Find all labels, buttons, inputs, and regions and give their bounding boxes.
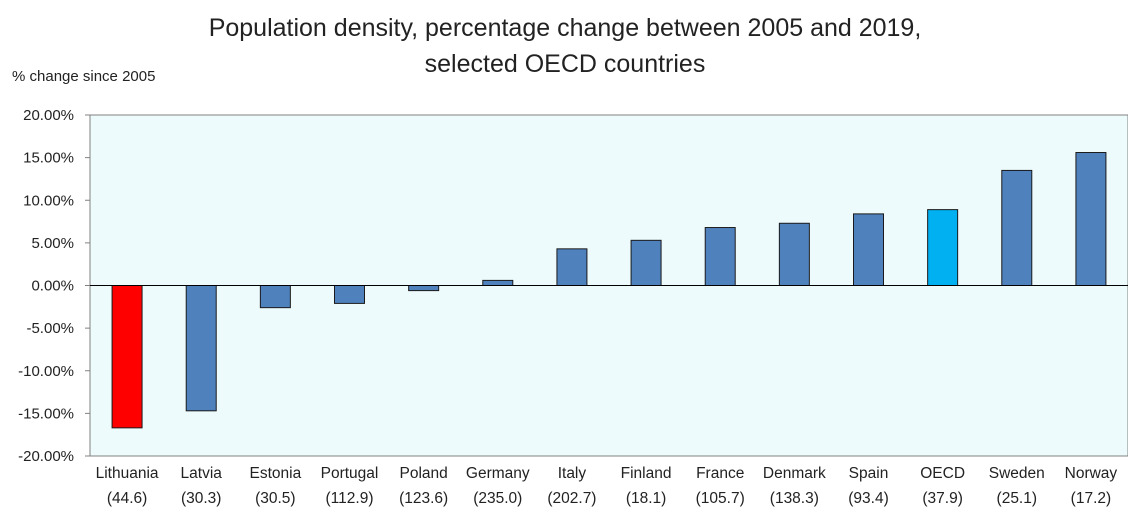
bar-france (704, 227, 736, 286)
bar-poland (408, 285, 440, 292)
x-category-label: France (696, 465, 744, 482)
y-tick-label: -10.00% (18, 363, 74, 380)
x-category-sublabel: (112.9) (326, 490, 374, 507)
x-category-label: Italy (558, 465, 587, 482)
x-category-sublabel: (138.3) (770, 490, 819, 507)
y-axis-ticks: 20.00% 15.00% 10.00% 5.00% 0.00% -5.00% -10.00… (18, 107, 90, 465)
x-category-sublabel: (37.9) (922, 490, 963, 507)
x-category-label: Denmark (763, 465, 826, 482)
bar-finland (630, 239, 662, 287)
x-category-label: Lithuania (96, 465, 159, 482)
x-category-label: Poland (400, 465, 448, 482)
x-category-label: Norway (1065, 465, 1118, 482)
x-category-sublabel: (25.1) (997, 490, 1038, 507)
y-tick-label: -20.00% (18, 448, 74, 465)
bar-oecd (927, 209, 959, 286)
x-category-sublabel: (123.6) (399, 490, 448, 507)
chart-title: Population density, percentage change be… (209, 14, 922, 42)
bar-lithuania (111, 285, 143, 429)
bar-sweden (1001, 169, 1033, 287)
x-category-sublabel: (30.3) (181, 490, 222, 507)
chart-subtitle: selected OECD countries (425, 50, 706, 78)
bar-latvia (185, 285, 217, 412)
bar-italy (556, 248, 588, 286)
x-axis-labels: Lithuania (44.6) Latvia (30.3) Estonia (30.5)… (96, 465, 1118, 507)
x-category-sublabel: (235.0) (473, 490, 522, 507)
y-tick-label: 15.00% (23, 150, 74, 167)
x-category-sublabel: (105.7) (696, 490, 745, 507)
x-category-label: Sweden (989, 465, 1045, 482)
bars-group (111, 152, 1107, 429)
x-category-sublabel: (202.7) (547, 490, 596, 507)
y-tick-label: 0.00% (31, 278, 74, 295)
bar-portugal (334, 285, 365, 304)
y-tick-label: 5.00% (31, 235, 74, 252)
y-tick-label: 20.00% (23, 107, 74, 124)
x-category-sublabel: (44.6) (107, 490, 148, 507)
x-category-label: Finland (621, 465, 672, 482)
x-category-label: Portugal (321, 465, 379, 482)
bar-germany (482, 279, 514, 287)
bar-norway (1075, 152, 1107, 286)
x-category-label: OECD (920, 465, 965, 482)
x-category-label: Germany (466, 465, 530, 482)
x-category-sublabel: (30.5) (255, 490, 296, 507)
bar-spain (853, 213, 884, 286)
y-axis-label: % change since 2005 (12, 68, 155, 85)
y-tick-label: -15.00% (18, 405, 74, 422)
x-category-sublabel: (18.1) (626, 490, 667, 507)
y-tick-label: 10.00% (23, 192, 74, 209)
y-tick-label: -5.00% (26, 320, 74, 337)
bar-estonia (259, 285, 291, 309)
x-category-label: Latvia (181, 465, 223, 482)
x-category-sublabel: (17.2) (1071, 490, 1112, 507)
bar-denmark (778, 222, 810, 286)
x-category-label: Estonia (250, 465, 302, 482)
x-category-sublabel: (93.4) (848, 490, 889, 507)
x-category-label: Spain (849, 465, 889, 482)
